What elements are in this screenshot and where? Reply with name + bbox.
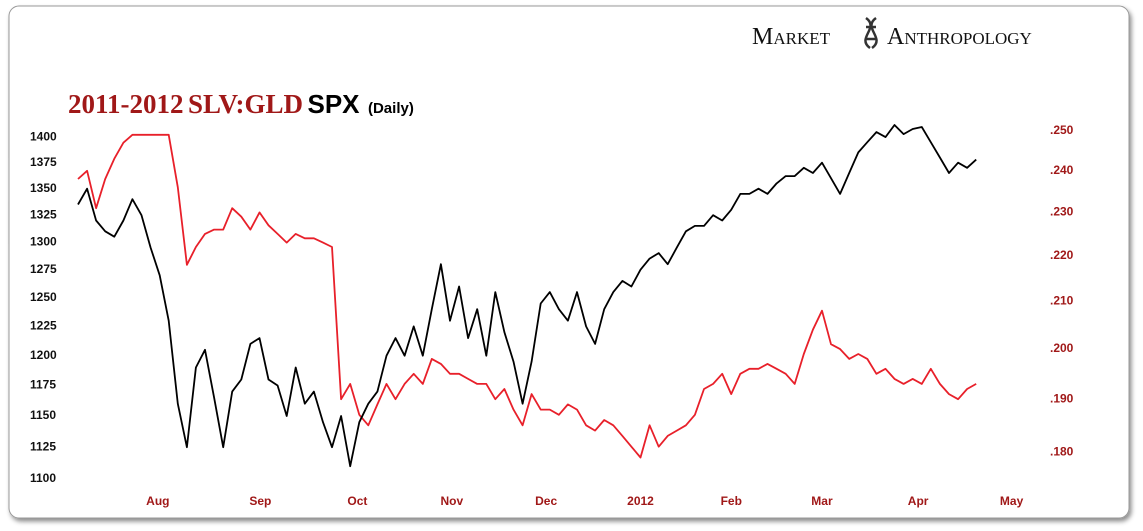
y2-tick-label: .230: [1050, 205, 1074, 219]
y-tick-label: 1400: [30, 129, 57, 143]
title-index: SPX: [308, 89, 361, 119]
chart-title: 2011-2012 SLV:GLD SPX (Daily): [68, 89, 414, 119]
x-tick-label: 2012: [627, 494, 654, 508]
y-tick-label: 1325: [30, 207, 57, 221]
y-tick-label: 1125: [30, 439, 56, 453]
y2-tick-label: .190: [1050, 391, 1074, 405]
y2-tick-label: .180: [1050, 444, 1074, 458]
logo-word: Market: [752, 24, 831, 50]
x-tick-label: May: [1000, 494, 1024, 508]
logo: Market Anthropology: [752, 16, 1032, 50]
y2-tick-label: .200: [1050, 341, 1074, 355]
x-tick-label: Dec: [535, 494, 557, 508]
y-tick-label: 1225: [30, 319, 57, 333]
plot-area: [77, 124, 977, 468]
x-tick-label: Aug: [146, 494, 169, 508]
logo-word: Anthropology: [887, 24, 1032, 50]
y-tick-label: 1150: [30, 408, 56, 422]
y-tick-label: 1350: [30, 181, 57, 195]
y2-tick-label: .210: [1050, 294, 1074, 308]
frame: [8, 5, 1130, 519]
series-line: [77, 133, 977, 459]
title-year: 2011-2012: [68, 89, 184, 119]
x-tick-label: Apr: [908, 494, 929, 508]
y-tick-label: 1250: [30, 290, 57, 304]
y-tick-label: 1175: [30, 378, 56, 392]
x-tick-label: Oct: [347, 494, 367, 508]
subtitle: (Daily): [368, 100, 414, 117]
y-tick-label: 1300: [30, 234, 57, 248]
x-tick-label: Feb: [721, 494, 742, 508]
y2-tick-label: .250: [1050, 123, 1074, 137]
x-tick-label: Mar: [811, 494, 833, 508]
y2-tick-label: .240: [1050, 163, 1074, 177]
y-tick-label: 1100: [30, 471, 56, 485]
logo-icon: [864, 16, 878, 50]
y2-tick-label: .220: [1050, 248, 1074, 262]
y-tick-label: 1375: [30, 155, 57, 169]
title-ratio: SLV:GLD: [188, 89, 303, 119]
x-tick-label: Sep: [249, 494, 271, 508]
y-tick-label: 1275: [30, 262, 57, 276]
series-line: [77, 124, 977, 468]
y-tick-label: 1200: [30, 348, 57, 362]
x-tick-label: Nov: [440, 494, 463, 508]
